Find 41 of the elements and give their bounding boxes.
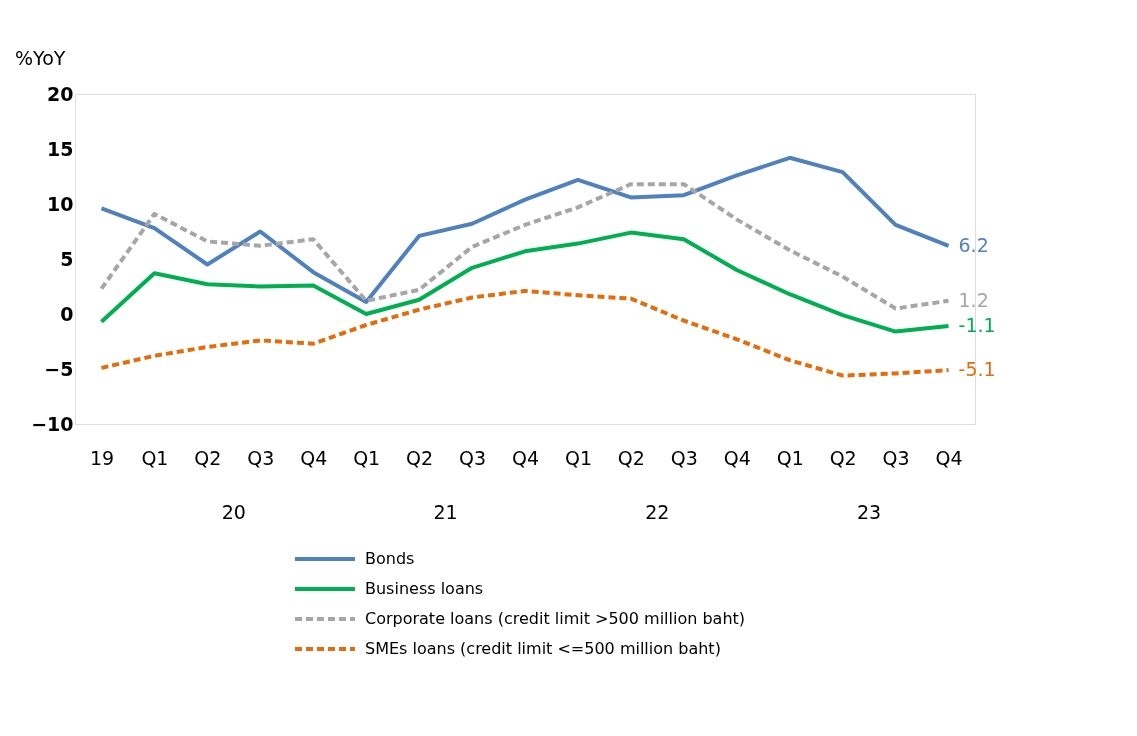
x-tick-label: 19 [89, 446, 115, 469]
x-tick-label: Q3 [459, 446, 487, 469]
x-tick-label: Q2 [406, 446, 434, 469]
y-tick-label: 5 [60, 247, 74, 270]
x-tick-label: Q2 [617, 446, 645, 469]
y-tick-label: 20 [47, 82, 74, 105]
x-tick-label: Q2 [194, 446, 222, 469]
x-tick-label: Q1 [353, 446, 381, 469]
text: 22 [645, 501, 670, 523]
y-tick-label: 15 [47, 137, 74, 160]
data-label: -1.1 [958, 314, 996, 337]
x-tick-label: Q1 [141, 446, 169, 469]
line-series [99, 182, 951, 311]
y-tick-label: 10 [47, 192, 74, 215]
line-series [99, 288, 951, 378]
x-tick-label: Q1 [564, 446, 592, 469]
legend-label: Business loans [365, 579, 484, 598]
y-tick-label: −10 [31, 412, 74, 435]
x-tick-label: Q2 [829, 446, 857, 469]
x-tick-label: Q3 [247, 446, 275, 469]
line-series [99, 230, 951, 334]
text: 23 [857, 501, 882, 523]
text: 20 [221, 501, 246, 523]
x-tick-label: Q1 [776, 446, 804, 469]
x-tick-label: Q4 [935, 446, 963, 469]
legend-label: SMEs loans (credit limit <=500 million baht) [365, 639, 721, 658]
y-axis-title: %YoY [15, 47, 66, 69]
data-label: 1.2 [958, 288, 989, 311]
x-tick-label: Q4 [300, 446, 328, 469]
x-tick-label: Q4 [511, 446, 540, 469]
text: 21 [433, 501, 458, 523]
y-tick-label: 0 [60, 302, 74, 325]
x-tick-label: Q4 [723, 446, 751, 469]
line-series [99, 155, 951, 304]
legend-label: Bonds [365, 549, 415, 568]
x-tick-label: Q3 [882, 446, 910, 469]
data-label: -5.1 [958, 358, 996, 381]
y-tick-label: −5 [44, 357, 74, 380]
x-tick-label: Q3 [670, 446, 698, 469]
data-label: 6.2 [958, 233, 989, 256]
legend-label: Corporate loans (credit limit >500 million baht) [365, 609, 746, 628]
